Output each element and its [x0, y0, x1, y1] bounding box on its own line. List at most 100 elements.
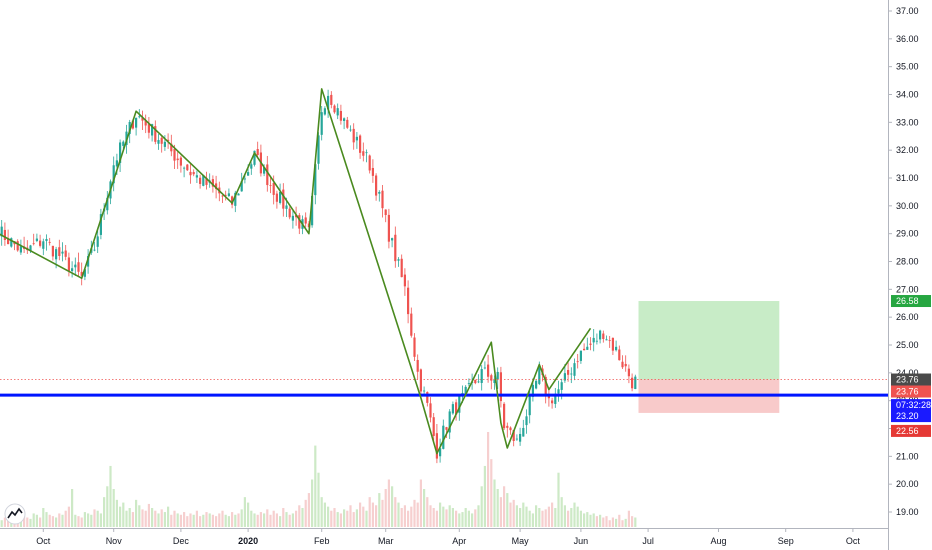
- svg-text:07:32:28: 07:32:28: [896, 400, 931, 410]
- candle: [355, 132, 358, 149]
- volume-bar: [291, 513, 294, 527]
- volume-bar: [579, 510, 582, 527]
- candle: [336, 103, 339, 120]
- candle: [547, 388, 550, 407]
- price-tick-label: 28.00: [896, 257, 919, 267]
- time-axis[interactable]: Oct Nov Dec 2020 Feb Mar Apr May Jun Jul Aug Sep Oct: [0, 528, 888, 546]
- volume-bar: [327, 506, 330, 527]
- candle: [634, 374, 637, 390]
- time-tick-label: Sep: [778, 536, 794, 546]
- candle: [237, 193, 240, 196]
- volume-bar: [71, 489, 74, 527]
- volume-bar: [583, 513, 586, 527]
- candle: [627, 364, 630, 384]
- volume-bar: [506, 493, 509, 527]
- candle: [525, 409, 528, 434]
- candle: [135, 117, 138, 136]
- candle: [154, 120, 157, 145]
- candle: [320, 105, 323, 141]
- time-tick-label: 2020: [238, 536, 258, 546]
- volume-bar: [199, 516, 202, 527]
- price-tick-label: 30.00: [896, 201, 919, 211]
- candle: [602, 330, 605, 343]
- volume-bar: [384, 489, 387, 527]
- volume-bar: [205, 512, 208, 527]
- candle: [448, 409, 451, 439]
- volume-bar: [368, 497, 371, 527]
- volume-bar: [307, 493, 310, 527]
- last-price-badge: 23.76: [891, 373, 931, 386]
- volume-bar: [576, 506, 579, 527]
- volume-bar: [519, 508, 522, 527]
- volume-bar: [160, 509, 163, 527]
- candle: [573, 358, 576, 381]
- candle: [51, 245, 54, 261]
- volume-bar: [611, 517, 614, 527]
- candle: [631, 373, 634, 392]
- time-tick-label: Feb: [314, 536, 330, 546]
- candle: [589, 337, 592, 351]
- volume-bar: [128, 508, 131, 527]
- time-tick-label: May: [512, 536, 530, 546]
- candle: [330, 91, 333, 109]
- volume-bar: [397, 502, 400, 527]
- volume-bar: [275, 513, 278, 527]
- candle: [400, 254, 403, 278]
- profit-target-zone[interactable]: [638, 301, 780, 380]
- candle: [141, 110, 144, 130]
- volume-bar: [304, 499, 307, 527]
- candle: [439, 438, 442, 463]
- volume-bar: [461, 512, 464, 527]
- volume-bar: [333, 508, 336, 527]
- candle: [279, 183, 282, 205]
- price-axis[interactable]: 37.00 36.00 35.00 34.00 33.00 32.00 31.00 30.00…: [888, 0, 932, 550]
- candle: [416, 354, 419, 380]
- volume-bar: [400, 508, 403, 527]
- candle: [32, 233, 35, 246]
- candle: [551, 397, 554, 409]
- candle: [506, 422, 509, 438]
- volume-bar: [269, 514, 272, 527]
- volume-bar: [432, 508, 435, 527]
- volume-bar: [589, 514, 592, 527]
- candle: [304, 212, 307, 228]
- volume-bar: [413, 499, 416, 527]
- volume-bar: [394, 497, 397, 527]
- candle: [432, 412, 435, 443]
- volume-bar: [253, 513, 256, 527]
- volume-bar: [179, 514, 182, 527]
- candle: [339, 104, 342, 125]
- volume-bar: [343, 509, 346, 527]
- volume-bar: [599, 514, 602, 527]
- volume-bar: [538, 508, 541, 527]
- candle: [16, 239, 19, 252]
- tradingview-logo-icon[interactable]: [4, 503, 26, 525]
- candle: [7, 229, 10, 245]
- volume-bar: [416, 502, 419, 527]
- svg-text:22.56: 22.56: [896, 426, 919, 436]
- price-tick-label: 35.00: [896, 62, 919, 72]
- candle: [391, 237, 394, 248]
- zigzag-pattern-line[interactable]: [0, 88, 592, 455]
- volume-bar: [541, 510, 544, 527]
- candle: [157, 134, 160, 150]
- volume-bar: [45, 512, 48, 527]
- volume-bar: [67, 506, 70, 527]
- volume-bar: [560, 497, 563, 527]
- candle: [35, 233, 38, 243]
- candle: [295, 206, 298, 226]
- candle: [147, 116, 150, 139]
- volume-bar: [403, 505, 406, 527]
- volume-bar: [627, 510, 630, 527]
- price-tick-label: 31.00: [896, 173, 919, 183]
- volume-bar: [371, 502, 374, 527]
- candle: [557, 380, 560, 402]
- volume-bar: [295, 510, 298, 527]
- volume-bar: [391, 486, 394, 527]
- volume-bar: [493, 479, 496, 527]
- price-tick-label: 19.00: [896, 507, 919, 517]
- candle: [480, 365, 483, 391]
- volume-bar: [528, 510, 531, 527]
- volume-bar: [445, 509, 448, 527]
